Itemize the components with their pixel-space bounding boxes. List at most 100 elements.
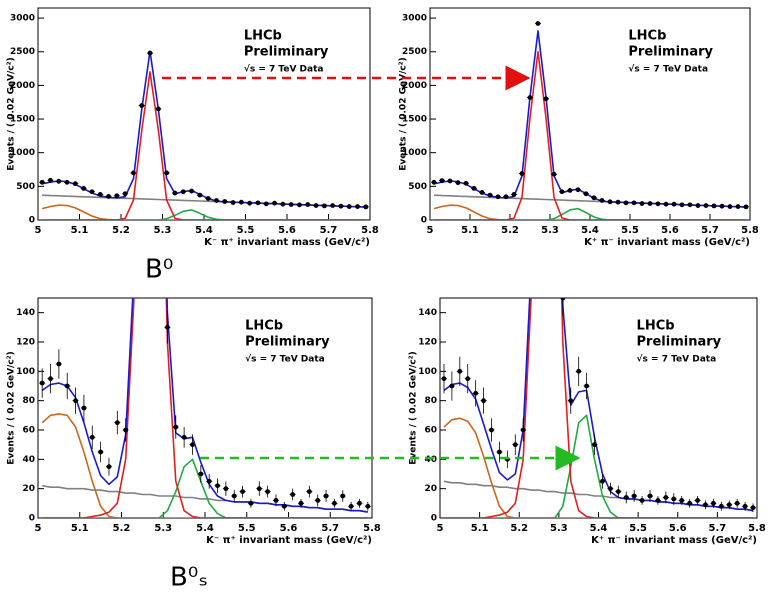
plot-content xyxy=(39,50,369,220)
data-point xyxy=(97,192,103,197)
data-point xyxy=(64,383,70,389)
data-point xyxy=(560,298,566,301)
data-point xyxy=(584,383,590,389)
data-point xyxy=(348,503,354,509)
data-point xyxy=(742,503,748,509)
data-point xyxy=(455,180,461,186)
data-point xyxy=(189,188,194,194)
data-point xyxy=(623,200,629,206)
data-point xyxy=(181,434,187,440)
x-tick-label: 5.6 xyxy=(278,225,296,236)
x-tick-label: 5.6 xyxy=(661,225,679,236)
arrows xyxy=(162,65,581,471)
data-point xyxy=(695,498,700,503)
data-point xyxy=(457,368,463,374)
fit-curve xyxy=(41,50,366,208)
y-tick-label: 140 xyxy=(16,308,35,318)
annotation: √s = 7 TeV Data xyxy=(637,354,717,365)
data-point xyxy=(719,203,725,209)
fit-curve xyxy=(434,207,746,220)
data-point xyxy=(735,204,741,209)
data-point xyxy=(215,483,220,489)
fit-curve xyxy=(41,204,366,220)
panel-label: B⁰ₛ xyxy=(170,563,208,593)
x-tick-label: 5.4 xyxy=(195,225,213,236)
data-point xyxy=(711,203,717,209)
data-point xyxy=(81,185,87,191)
data-point xyxy=(599,198,605,203)
x-tick-label: 5.2 xyxy=(113,523,131,534)
y-tick-label: 60 xyxy=(22,426,35,436)
data-point xyxy=(431,179,437,185)
data-point xyxy=(206,478,212,484)
annotation: Preliminary xyxy=(244,45,329,60)
data-point xyxy=(114,193,120,199)
data-point xyxy=(639,498,645,503)
annotation: Preliminary xyxy=(245,335,330,350)
data-point xyxy=(551,171,557,177)
x-tick-label: 5.7 xyxy=(320,225,338,236)
data-point xyxy=(298,500,304,506)
data-point xyxy=(240,489,245,494)
data-point xyxy=(639,201,645,206)
x-tick-label: 5.8 xyxy=(361,225,379,236)
x-axis-label: K⁻ π⁺ invariant mass (GeV/c²) xyxy=(204,237,370,248)
data-point xyxy=(340,493,346,499)
data-point xyxy=(338,203,344,209)
data-point xyxy=(679,202,685,208)
data-point xyxy=(305,202,311,207)
x-tick-label: 5.2 xyxy=(501,225,519,236)
data-point xyxy=(471,185,477,191)
data-point xyxy=(439,178,445,184)
data-point xyxy=(321,203,327,209)
data-point xyxy=(441,376,447,382)
data-point xyxy=(449,383,455,389)
x-tick-label: 5.7 xyxy=(709,523,727,534)
y-tick-label: 1500 xyxy=(402,115,427,125)
x-tick-label: 5.4 xyxy=(196,523,214,534)
y-axis-label: Events / ( 0.02 GeV/c²) xyxy=(409,351,419,464)
data-point xyxy=(223,486,229,492)
y-tick-label: 1000 xyxy=(10,148,35,158)
data-point xyxy=(89,189,95,195)
x-tick-label: 5.8 xyxy=(741,225,759,236)
data-point xyxy=(56,361,62,367)
data-point xyxy=(132,266,137,271)
x-tick-label: 5.1 xyxy=(71,225,89,236)
x-tick-label: 5.3 xyxy=(541,225,559,236)
data-point xyxy=(600,478,605,484)
fit-curve xyxy=(42,209,366,220)
data-point xyxy=(106,464,112,470)
fit-curve xyxy=(42,298,368,518)
x-tick-label: 5.4 xyxy=(581,225,599,236)
data-point xyxy=(750,505,756,511)
data-point xyxy=(503,194,509,200)
x-tick-label: 5.7 xyxy=(321,523,339,534)
data-point xyxy=(205,196,211,201)
y-tick-label: 100 xyxy=(418,367,437,377)
x-tick-label: 5 xyxy=(35,523,42,534)
y-tick-label: 0 xyxy=(431,514,437,524)
fit-curve xyxy=(42,458,368,518)
y-tick-label: 3000 xyxy=(402,14,427,24)
data-point xyxy=(48,177,53,183)
data-point xyxy=(511,192,517,197)
data-point xyxy=(81,405,87,411)
data-point xyxy=(647,201,653,206)
data-point xyxy=(607,486,613,492)
data-point xyxy=(332,500,337,506)
data-point xyxy=(288,202,294,207)
y-axis-label: Events / ( 0.02 GeV/c²) xyxy=(399,57,409,170)
data-point xyxy=(197,192,203,198)
x-tick-label: 5.8 xyxy=(363,523,381,534)
data-point xyxy=(363,204,369,210)
data-point xyxy=(743,204,749,210)
x-axis-label: K⁺ π⁻ invariant mass (GeV/c²) xyxy=(591,535,757,546)
y-tick-label: 20 xyxy=(22,484,35,494)
y-tick-label: 0 xyxy=(29,216,35,226)
data-point xyxy=(114,420,120,426)
annotation: √s = 7 TeV Data xyxy=(245,354,325,365)
plot-frame xyxy=(37,297,373,519)
data-point xyxy=(711,500,716,506)
data-point xyxy=(447,178,453,184)
